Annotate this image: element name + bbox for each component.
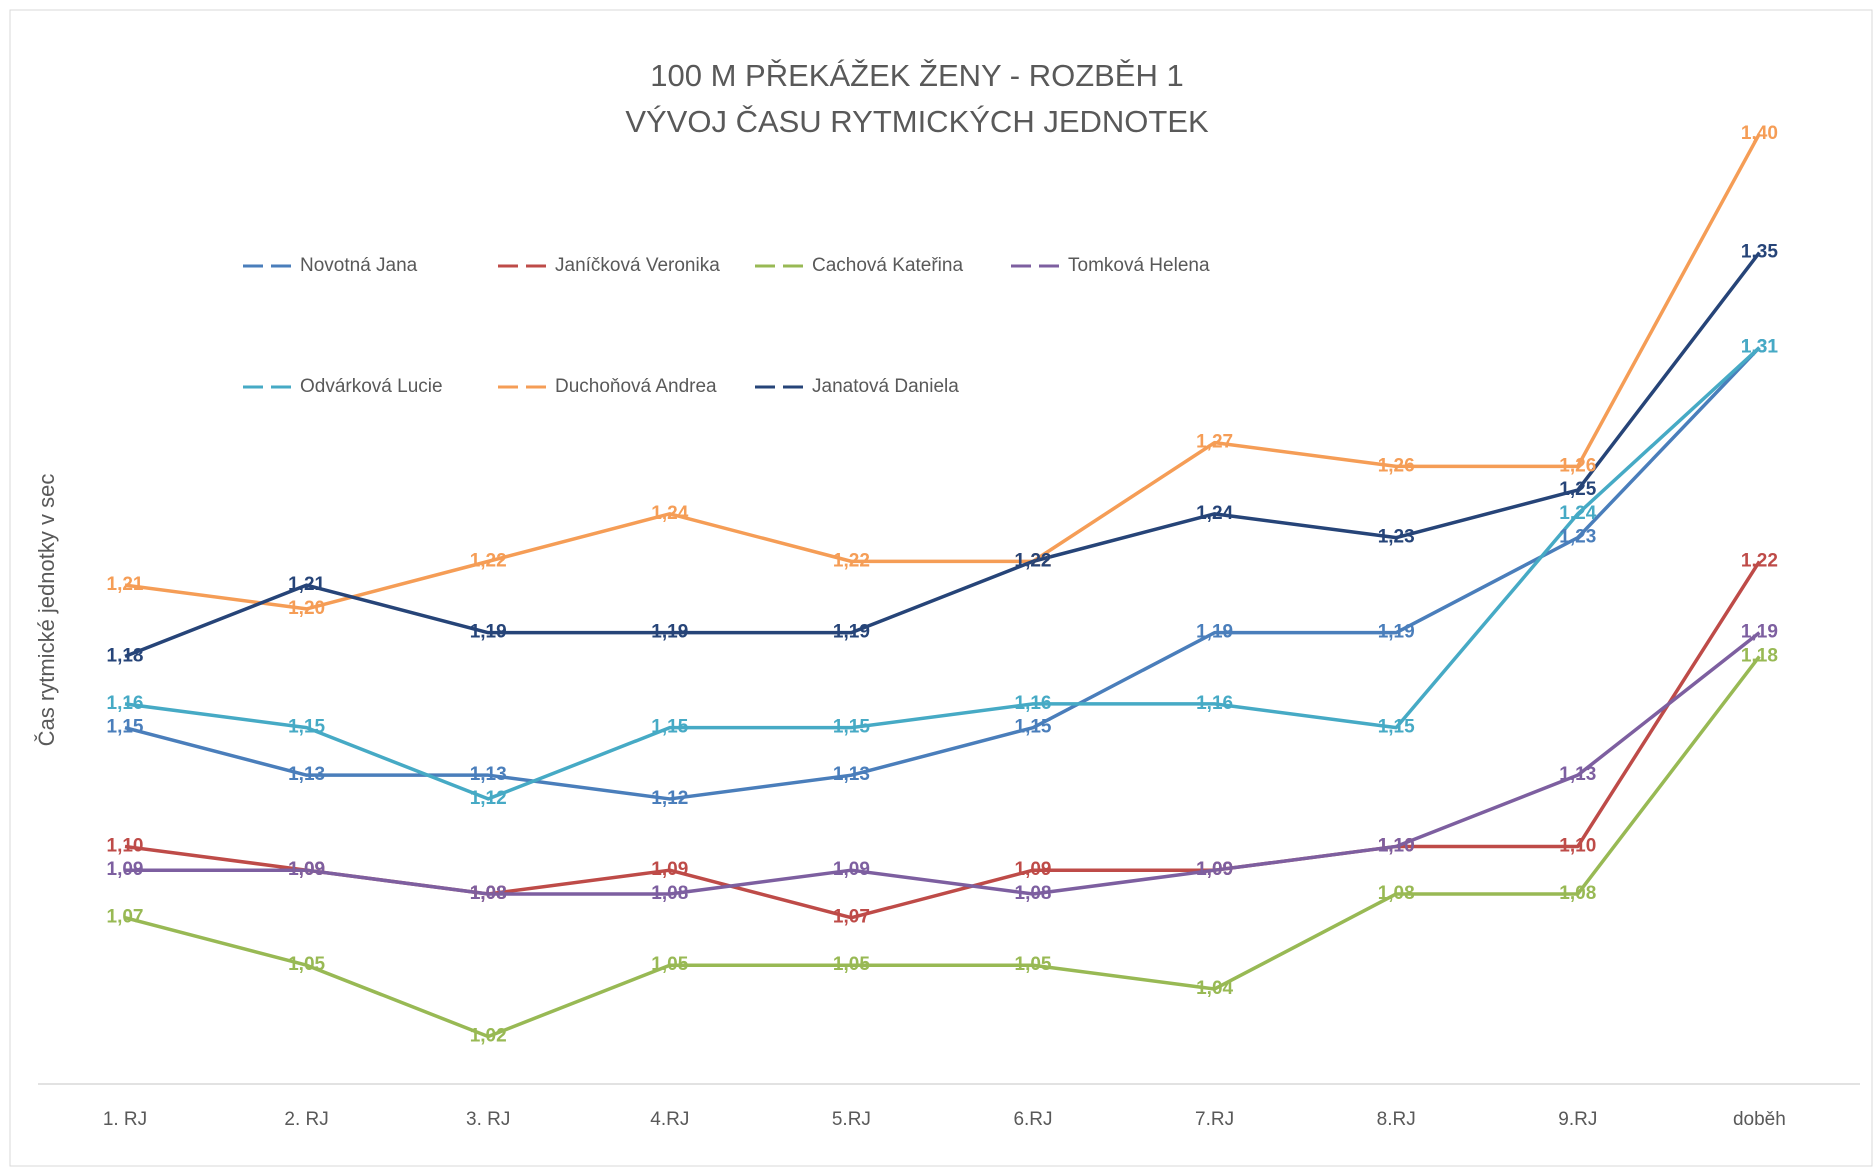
data-label: 1,02 [470, 1026, 507, 1047]
series-line [125, 631, 1761, 896]
series-line [124, 251, 1761, 659]
data-label: 1,08 [1378, 883, 1415, 904]
data-label: 1,12 [470, 788, 507, 809]
data-label: 1,31 [1741, 337, 1778, 358]
data-label: 1,24 [651, 503, 688, 524]
legend-label: Novotná Jana [300, 255, 418, 276]
data-label: 1,05 [288, 954, 325, 975]
data-label: 1,05 [651, 954, 688, 975]
series-line [124, 346, 1761, 801]
data-label: 1,10 [1378, 835, 1415, 856]
x-tick-label: 8.RJ [1377, 1109, 1416, 1130]
y-axis-label: Čas rytmické jednotky v sec [34, 474, 59, 747]
data-label: 1,15 [288, 717, 325, 738]
data-label: 1,09 [288, 859, 325, 880]
data-label: 1,09 [288, 859, 325, 880]
series-line [124, 132, 1761, 611]
x-tick-label: 7.RJ [1195, 1109, 1234, 1130]
legend-label: Tomková Helena [1068, 255, 1210, 276]
data-label: 1,07 [833, 907, 870, 928]
data-label: 1,22 [1015, 550, 1052, 571]
data-label: 1,18 [1741, 645, 1778, 666]
data-label: 1,19 [1196, 622, 1233, 643]
data-label: 1,10 [1378, 835, 1415, 856]
chart-subtitle: VÝVOJ ČASU RYTMICKÝCH JEDNOTEK [625, 104, 1209, 139]
x-tick-label: 5.RJ [832, 1109, 871, 1130]
data-label: 1,15 [1378, 717, 1415, 738]
data-label: 1,35 [1741, 242, 1778, 263]
data-label: 1,21 [288, 574, 325, 595]
data-label: 1,21 [107, 574, 144, 595]
data-label: 1,22 [1015, 550, 1052, 571]
data-label: 1,19 [1741, 622, 1778, 643]
data-label: 1,13 [833, 764, 870, 785]
data-label: 1,08 [1559, 883, 1596, 904]
data-label: 1,15 [651, 717, 688, 738]
data-label: 1,16 [1015, 693, 1052, 714]
legend-label: Janíčková Veronika [555, 255, 720, 276]
chart-title: 100 M PŘEKÁŽEK ŽENY - ROZBĚH 1 [650, 58, 1183, 93]
data-label: 1,15 [107, 717, 144, 738]
data-label: 1,10 [107, 835, 144, 856]
data-label: 1,31 [1741, 337, 1778, 358]
data-label: 1,24 [1196, 503, 1233, 524]
data-label: 1,23 [1378, 527, 1415, 548]
data-label: 1,23 [1559, 527, 1596, 548]
data-label: 1,22 [470, 550, 507, 571]
data-label: 1,10 [1559, 835, 1596, 856]
data-label: 1,09 [1015, 859, 1052, 880]
data-label: 1,09 [1196, 859, 1233, 880]
data-label: 1,13 [1559, 764, 1596, 785]
data-label: 1,09 [107, 859, 144, 880]
data-label: 1,13 [470, 764, 507, 785]
data-label: 1,26 [1559, 455, 1596, 476]
data-label: 1,05 [1015, 954, 1052, 975]
x-tick-label: 9.RJ [1558, 1109, 1597, 1130]
data-label: 1,15 [833, 717, 870, 738]
data-label: 1,18 [107, 645, 144, 666]
data-label: 1,19 [651, 622, 688, 643]
data-label: 1,08 [470, 883, 507, 904]
data-label: 1,16 [107, 693, 144, 714]
data-label: 1,25 [1559, 479, 1596, 500]
data-label: 1,12 [651, 788, 688, 809]
data-label: 1,08 [1015, 883, 1052, 904]
data-label: 1,08 [651, 883, 688, 904]
data-label: 1,08 [470, 883, 507, 904]
data-label: 1,07 [107, 907, 144, 928]
data-label: 1,04 [1196, 978, 1233, 999]
data-label: 1,15 [1015, 717, 1052, 738]
data-label: 1,26 [1378, 455, 1415, 476]
x-tick-label: 1. RJ [103, 1109, 147, 1130]
x-tick-label: 3. RJ [466, 1109, 510, 1130]
series-line [124, 346, 1761, 801]
data-label: 1,22 [833, 550, 870, 571]
x-tick-label: 4.RJ [650, 1109, 689, 1130]
data-label: 1,05 [833, 954, 870, 975]
data-label: 1,24 [1559, 503, 1596, 524]
data-label: 1,09 [833, 859, 870, 880]
x-tick-label: 6.RJ [1013, 1109, 1052, 1130]
data-label: 1,09 [1196, 859, 1233, 880]
data-label: 1,22 [1741, 550, 1778, 571]
x-tick-label: 2. RJ [284, 1109, 328, 1130]
legend-label: Duchoňová Andrea [555, 376, 717, 397]
data-label: 1,09 [651, 859, 688, 880]
legend-label: Cachová Kateřina [812, 255, 963, 276]
legend-label: Janatová Daniela [812, 376, 959, 397]
data-label: 1,27 [1196, 432, 1233, 453]
data-label: 1,19 [1378, 622, 1415, 643]
x-tick-label: doběh [1733, 1109, 1786, 1130]
data-label: 1,16 [1196, 693, 1233, 714]
data-label: 1,19 [470, 622, 507, 643]
data-label: 1,13 [288, 764, 325, 785]
data-label: 1,40 [1741, 123, 1778, 144]
data-label: 1,20 [288, 598, 325, 619]
series-line [124, 655, 1761, 1039]
legend-label: Odvárková Lucie [300, 376, 443, 397]
data-label: 1,19 [833, 622, 870, 643]
